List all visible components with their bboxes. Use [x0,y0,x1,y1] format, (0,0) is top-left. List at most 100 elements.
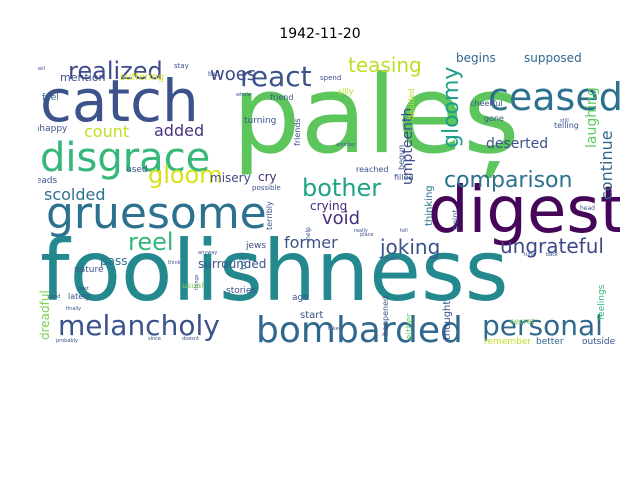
word-former: former [284,233,338,252]
word-turning: turning [244,116,276,126]
word-think: think [168,260,181,266]
word-teasing: teasing [348,53,422,77]
word-supposed: supposed [524,51,582,65]
word-possible: possible [252,184,281,192]
word-joking: joking [379,235,440,259]
word-bell: bell [38,66,45,72]
word-feelings: feelings [597,284,607,320]
word-heads: heads [38,176,57,186]
word-either: either [405,313,415,340]
word-finally: finally [66,306,81,312]
word-gloom: gloom [148,161,223,189]
word-ungrateful: ungrateful [500,234,604,258]
word-usual: usual [182,281,203,290]
word-jews: jews [245,241,266,251]
word-good: good [48,294,60,300]
word-thinking: thinking [424,185,435,226]
word-whole: whole [236,92,251,98]
word-begun: begun [397,145,406,170]
word-back: back [546,252,558,258]
word-outside: outside [582,337,616,344]
word-probably: probably [56,338,78,344]
word-dreadful: dreadful [38,290,52,340]
word-since: since [148,336,161,342]
word-really: really [354,228,368,234]
word-surrounded: surrounded [198,257,266,271]
word-tell: tell [400,228,408,234]
word-thought: thought [442,301,453,340]
word-happened: happened [381,296,390,336]
word-gone: gone [484,114,504,123]
word-terribly: terribly [265,201,274,230]
word-bother: bother [302,174,381,202]
word-catch: catch [40,67,199,135]
word-anyway: anyway [198,250,217,256]
word-lately: lately [68,292,90,301]
word-gruesome: gruesome [46,188,267,239]
word-digest: digest [428,174,620,248]
word-better: better [536,337,564,344]
word-personal: personal [482,309,603,342]
word-cheerful: cheerful [470,99,503,108]
word-foolishness: foolishness [40,222,508,320]
word-continue: continue [597,130,616,200]
word-filled: filled [394,173,413,182]
word-disgrace: disgrace [40,135,210,181]
word-taken: taken [328,326,342,332]
word-decided: decided [407,88,416,120]
word-ago: ago [292,293,309,303]
word-friends: friends [293,118,302,146]
word-start: start [300,310,323,321]
word-secret: secret [510,317,535,326]
word-used: used [126,165,148,175]
word-silly: silly [338,87,354,96]
word-bad: bad [208,71,219,78]
word-react: react [240,60,312,93]
word-things: things [194,274,200,290]
word-suffering: suffering [120,72,164,83]
word-spend: spend [320,74,341,82]
figure-title: 1942-11-20 [279,26,361,42]
word-scolded: scolded [44,185,106,204]
word-laughing: laughing [584,87,600,148]
word-misery: misery [210,171,251,185]
word-cry: cry [258,170,277,184]
word-woes: woes [210,64,256,85]
word-deserted: deserted [486,136,548,152]
word-unhappy: unhappy [38,124,68,134]
word-crying: crying [310,199,347,213]
word-pass: pass [100,254,127,268]
word-point: point [451,210,460,230]
word-head: head [580,205,595,212]
word-remember: remember [484,337,531,344]
word-stories: stories [226,286,256,296]
word-added: added [154,121,204,140]
word-count: count [84,122,129,141]
word-time: time [524,252,535,258]
word-help: help [305,227,312,240]
word-still: still [560,118,569,124]
word-bombarded: bombarded [256,310,463,344]
word-told: told [239,253,249,270]
word-pale-: paleș [232,53,519,178]
word-much: much [384,256,398,262]
word-nature: nature [74,265,104,275]
word-questions: questions [38,212,39,256]
word-mention: mention [60,71,106,84]
word-stay: stay [174,62,189,70]
word-realized: realized [68,57,163,85]
word-telling: telling [554,121,579,130]
word-void: void [322,208,360,229]
word-place: place [360,232,373,238]
word-melancholy: melancholy [58,309,220,342]
word-reached: reached [356,165,388,174]
word-feel: feel [42,93,59,103]
word-umpteenth: umpteenth [400,108,416,185]
word-best: best [78,286,89,292]
word-ceased: ceased [488,75,620,119]
word-doesnt: doesnt [182,336,199,342]
word-gloomy: gloomy [439,67,464,148]
word-friend: friend [270,93,293,102]
